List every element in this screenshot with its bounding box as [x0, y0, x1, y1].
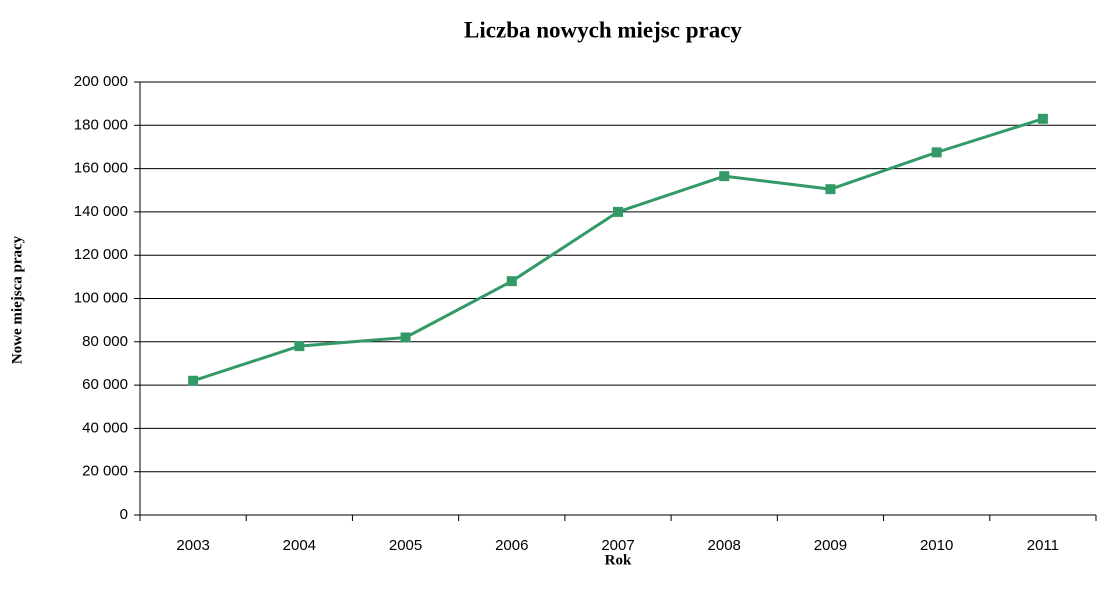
- data-point: [613, 206, 623, 217]
- x-tick-label: 2006: [495, 537, 528, 554]
- y-tick-label: 160 000: [74, 160, 128, 177]
- y-tick-label: 180 000: [74, 116, 128, 133]
- x-tick-label: 2007: [601, 537, 634, 554]
- data-point: [931, 147, 942, 158]
- data-point: [719, 171, 730, 182]
- data-point: [400, 332, 411, 343]
- x-axis-label: Rok: [605, 552, 632, 568]
- x-tick-label: 2010: [920, 537, 953, 554]
- y-tick-label: 20 000: [82, 463, 128, 480]
- data-point: [825, 184, 836, 195]
- data-point: [506, 276, 517, 287]
- x-tick-label: 2011: [1027, 537, 1059, 554]
- x-tick-label: 2008: [708, 537, 741, 554]
- chart-title: Liczba nowych miejsc pracy: [464, 17, 742, 42]
- data-point: [294, 341, 305, 352]
- y-tick-label: 40 000: [82, 419, 128, 436]
- y-tick-label: 200 000: [74, 73, 128, 90]
- x-tick-label: 2005: [389, 537, 422, 554]
- data-point: [188, 375, 199, 386]
- x-tick-label: 2003: [176, 537, 209, 554]
- y-tick-label: 0: [120, 506, 128, 523]
- x-tick-label: 2009: [814, 537, 847, 554]
- y-axis-label: Nowe miejsca pracy: [9, 235, 25, 364]
- data-point: [1037, 113, 1048, 124]
- y-tick-label: 100 000: [74, 289, 128, 306]
- y-tick-label: 120 000: [74, 246, 128, 263]
- y-tick-label: 60 000: [82, 376, 128, 393]
- y-tick-label: 80 000: [82, 333, 128, 350]
- y-tick-label: 140 000: [74, 203, 128, 220]
- x-tick-label: 2004: [283, 537, 316, 554]
